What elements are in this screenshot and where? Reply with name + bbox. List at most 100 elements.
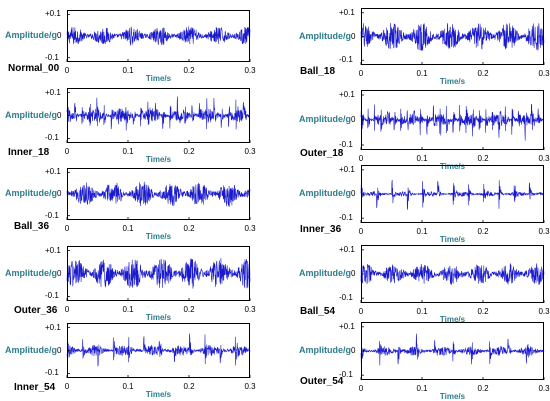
x-axis-label: Time/s [145, 313, 172, 322]
x-tick-label: 0.1 [416, 69, 428, 78]
y-axis-label: Amplitude/g [5, 267, 57, 278]
y-axis-label: Amplitude/g [5, 344, 57, 355]
x-tick-label: 0.1 [122, 224, 134, 233]
x-tick-label: 0.2 [183, 305, 195, 314]
x-tick-label: 0.1 [122, 382, 134, 391]
y-axis-label: Amplitude/g [299, 30, 351, 41]
condition-label: Normal_00 [8, 63, 60, 74]
y-tick-label: 0 [351, 115, 356, 124]
y-tick-label: +0.1 [45, 167, 61, 177]
x-tick-label: 0.3 [538, 69, 550, 78]
x-tick-label: 0.1 [416, 307, 428, 316]
signal-plot [360, 8, 545, 65]
x-tick-label: 0.1 [122, 305, 134, 314]
y-tick-label: -0.1 [339, 293, 353, 303]
x-tick-label: 0.3 [538, 227, 550, 236]
y-tick-label: -0.1 [45, 133, 59, 143]
y-tick-label: +0.1 [339, 90, 355, 99]
x-axis-label: Time/s [439, 77, 466, 86]
y-tick-label: 0 [351, 269, 356, 278]
y-tick-label: 0 [57, 345, 62, 355]
signal-plot [66, 88, 251, 143]
x-tick-label: 0.3 [538, 154, 550, 163]
x-tick-label: 0.2 [183, 66, 195, 75]
y-tick-label: +0.1 [339, 164, 355, 174]
x-tick-label: 0.3 [244, 224, 256, 233]
y-tick-label: 0 [57, 268, 62, 278]
y-tick-label: 0 [57, 31, 62, 40]
y-tick-label: -0.1 [45, 52, 59, 62]
x-tick-label: 0.2 [183, 147, 195, 156]
x-tick-label: 0.2 [183, 224, 195, 233]
y-tick-label: +0.1 [45, 9, 61, 19]
signal-series-line [66, 96, 251, 131]
signal-series-line [360, 103, 545, 141]
x-tick-label: 0.3 [244, 147, 256, 156]
x-tick-label: 0 [358, 69, 364, 78]
y-axis-label: Amplitude/g [5, 188, 57, 198]
x-axis-label: Time/s [439, 315, 466, 324]
y-tick-label: 0 [351, 189, 356, 198]
signal-plot [360, 165, 545, 223]
x-tick-label: 0 [64, 66, 70, 75]
x-axis-label: Time/s [145, 74, 172, 83]
y-axis-label: Amplitude/g [299, 345, 351, 355]
x-tick-label: 0.2 [477, 154, 489, 163]
x-tick-label: 0.2 [477, 69, 489, 78]
y-tick-label: 0 [57, 110, 62, 120]
y-axis-label: Amplitude/g [299, 114, 351, 124]
y-tick-label: +0.1 [45, 87, 61, 97]
y-tick-label: -0.1 [45, 210, 59, 220]
y-tick-label: -0.1 [339, 213, 353, 223]
signal-plot [360, 90, 545, 150]
signal-plot [66, 323, 251, 378]
signal-series-line [66, 181, 251, 207]
signal-plot [66, 10, 251, 62]
y-tick-label: 0 [351, 31, 356, 41]
y-axis-label: Amplitude/g [5, 109, 57, 120]
x-tick-label: 0.3 [244, 382, 256, 391]
signal-plot [66, 168, 251, 220]
x-axis-label: Time/s [145, 390, 172, 399]
condition-label: Outer_18 [300, 148, 344, 159]
y-axis-label: Amplitude/g [299, 268, 351, 278]
y-tick-label: +0.1 [45, 245, 61, 255]
x-tick-label: 0.3 [244, 305, 256, 314]
signal-plot [66, 246, 251, 301]
y-tick-label: +0.1 [339, 7, 355, 17]
y-tick-label: -0.1 [339, 55, 353, 65]
x-axis-label: Time/s [145, 155, 172, 164]
x-tick-label: 0 [358, 307, 364, 316]
signal-series-line [360, 22, 545, 52]
signal-plot [360, 322, 545, 380]
x-tick-label: 0.2 [477, 384, 489, 393]
x-tick-label: 0.1 [122, 66, 134, 75]
signal-plot [360, 245, 545, 303]
x-tick-label: 0.2 [183, 382, 195, 391]
condition-label: Inner_54 [14, 382, 56, 393]
signal-series-line [66, 333, 251, 367]
x-axis-label: Time/s [439, 235, 466, 244]
x-axis-label: Time/s [439, 392, 466, 401]
condition-label: Outer_36 [14, 305, 58, 316]
x-tick-label: 0 [358, 384, 364, 393]
y-axis-label: Amplitude/g [5, 30, 57, 40]
x-tick-label: 0.1 [416, 154, 428, 163]
x-tick-label: 0 [64, 382, 70, 391]
x-axis-label: Time/s [439, 162, 466, 171]
x-tick-label: 0.3 [244, 66, 256, 75]
x-tick-label: 0 [64, 224, 70, 233]
y-tick-label: -0.1 [339, 140, 353, 149]
x-tick-label: 0.2 [477, 307, 489, 316]
y-tick-label: -0.1 [45, 368, 59, 378]
condition-label: Outer_54 [300, 376, 344, 387]
x-tick-label: 0 [358, 227, 364, 236]
x-tick-label: 0.3 [538, 384, 550, 393]
x-tick-label: 0.1 [416, 384, 428, 393]
signal-series-line [66, 257, 251, 289]
condition-label: Inner_18 [8, 147, 50, 158]
x-tick-label: 0 [64, 305, 70, 314]
x-tick-label: 0.3 [538, 307, 550, 316]
x-axis-label: Time/s [145, 232, 172, 241]
x-tick-label: 0.2 [477, 227, 489, 236]
